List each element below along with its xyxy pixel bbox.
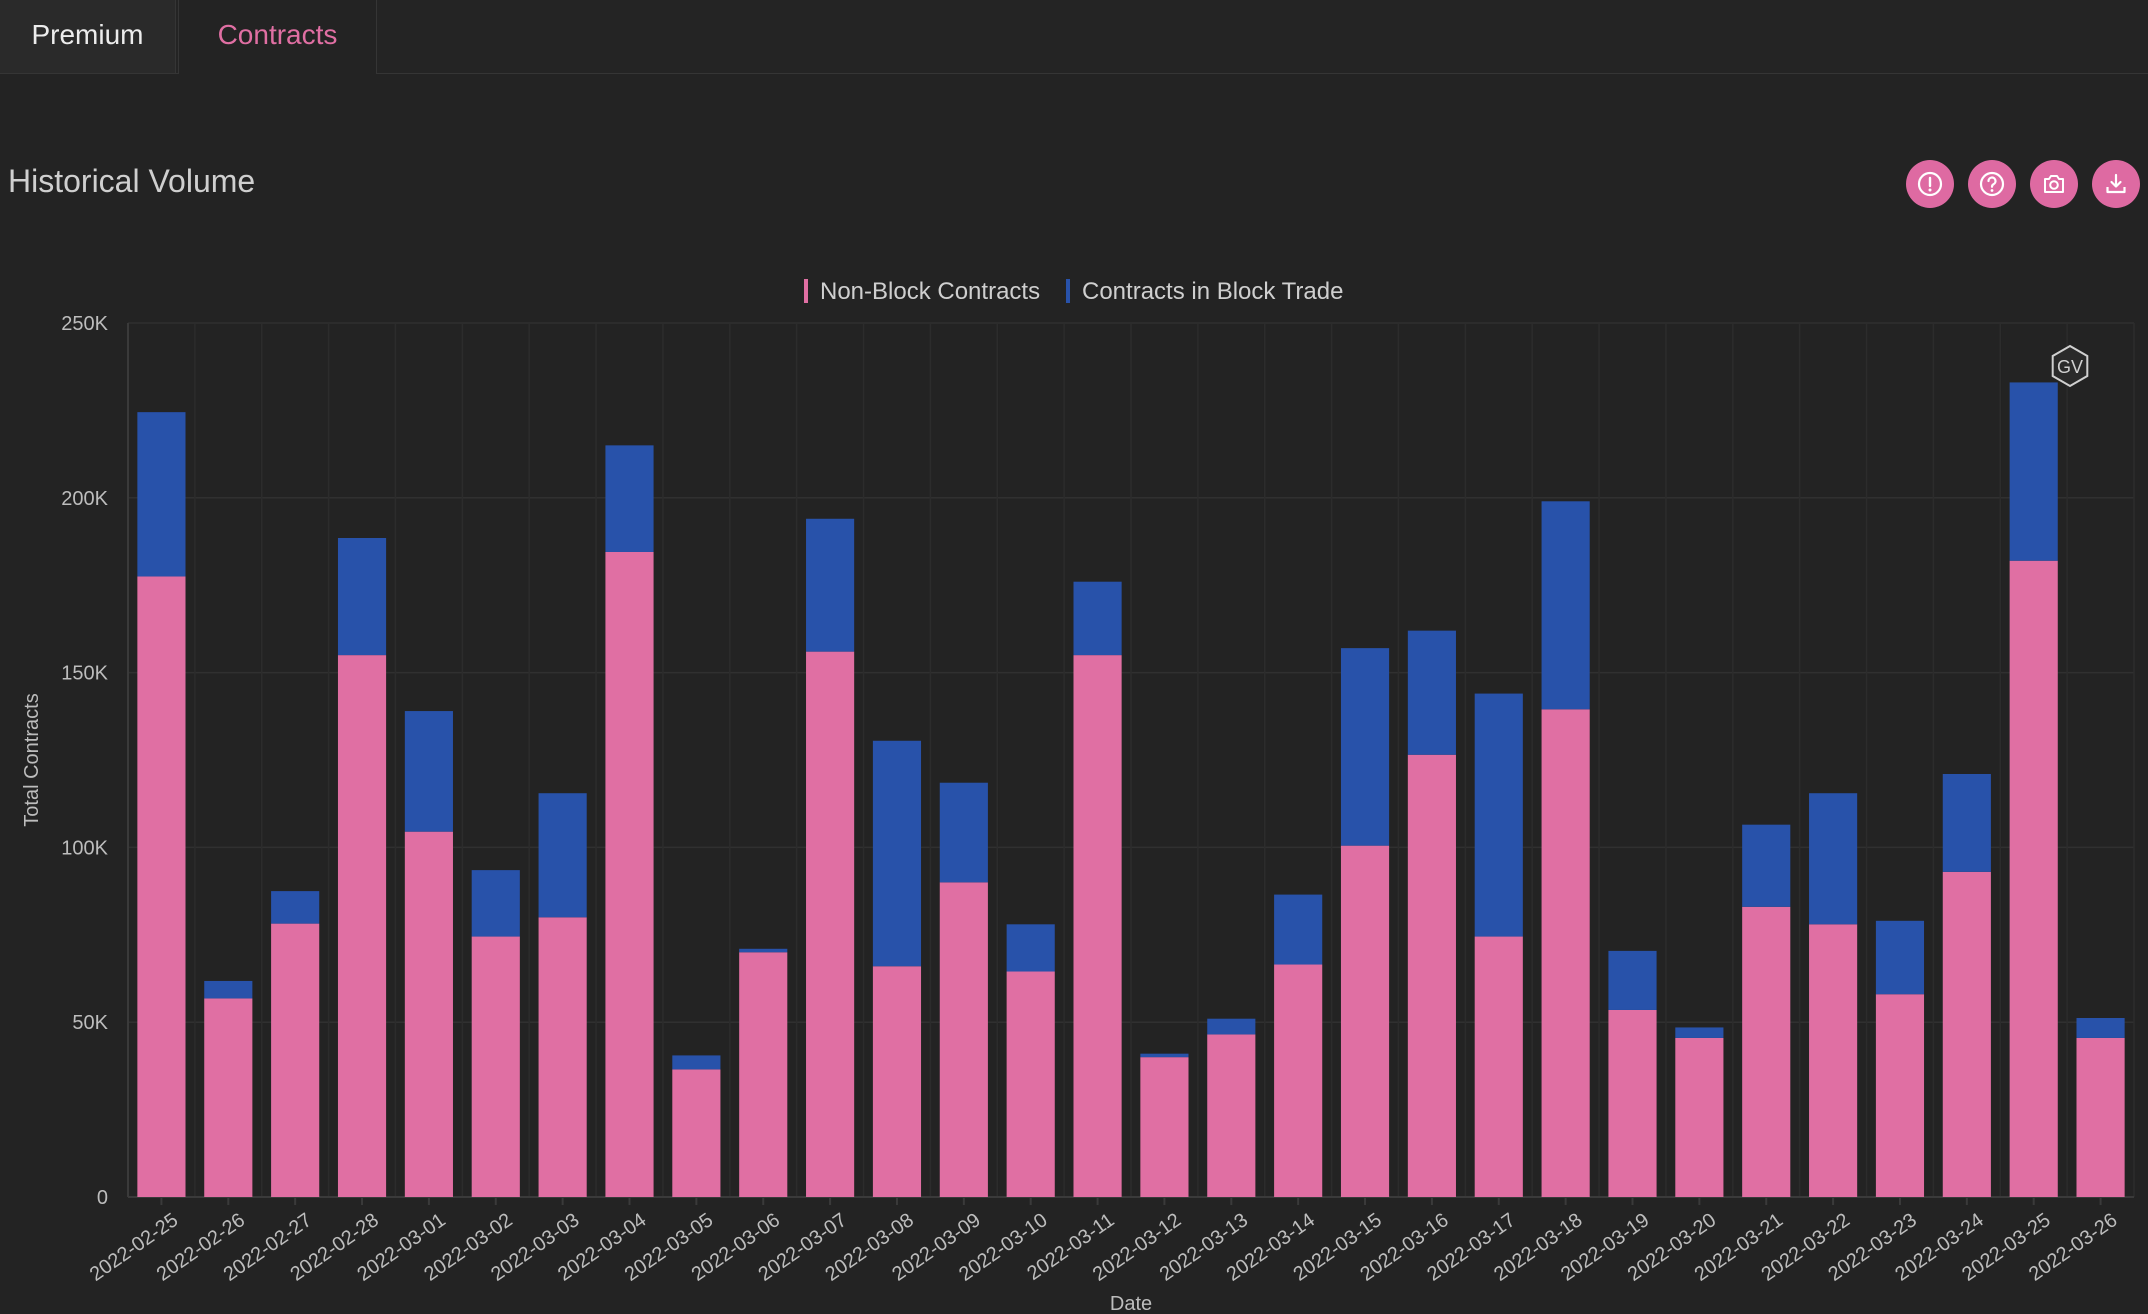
bar-block-trade	[939, 782, 988, 883]
help-button[interactable]	[1968, 160, 2016, 208]
bar-block-trade	[1875, 920, 1925, 995]
bar-non-block	[538, 917, 587, 1197]
watermark-hexagon	[2051, 344, 2089, 388]
bar-block-trade	[806, 518, 855, 652]
bar-block-trade	[1608, 950, 1657, 1010]
bar-non-block	[872, 966, 922, 1197]
chart-actions	[1906, 160, 2140, 208]
bar-non-block	[1407, 754, 1456, 1197]
bar-non-block	[1006, 971, 1055, 1197]
y-tick-label: 250K	[61, 313, 108, 335]
bar-block-trade	[1809, 793, 1858, 925]
bar-non-block	[806, 651, 855, 1197]
bar-non-block	[1073, 655, 1122, 1197]
bar-block-trade	[1675, 1027, 1724, 1038]
y-tick-label: 100K	[61, 837, 108, 859]
bar-non-block	[2009, 560, 2058, 1197]
legend-label: Non-Block Contracts	[820, 278, 1040, 305]
bar-block-trade	[538, 793, 587, 918]
bar-block-trade	[605, 445, 654, 552]
help-icon	[1979, 171, 2005, 197]
bar-block-trade	[404, 711, 453, 832]
bar-block-trade	[1541, 501, 1590, 710]
bar-block-trade	[1742, 824, 1791, 907]
info-button[interactable]	[1906, 160, 1954, 208]
bar-non-block	[939, 882, 988, 1197]
tab-premium[interactable]: Premium	[0, 0, 176, 73]
bar-non-block	[1942, 871, 1991, 1197]
bar-block-trade	[739, 948, 788, 953]
bar-block-trade	[337, 538, 387, 656]
bar-non-block	[1675, 1037, 1724, 1197]
info-icon	[1917, 171, 1943, 197]
bar-block-trade	[2009, 382, 2058, 561]
bar-block-trade	[471, 870, 520, 937]
bar-non-block	[1340, 845, 1390, 1197]
bar-non-block	[404, 831, 453, 1197]
bar-block-trade	[1207, 1018, 1256, 1035]
bar-block-trade	[1474, 693, 1523, 937]
bar-non-block	[204, 998, 253, 1197]
bar-block-trade	[204, 980, 253, 999]
y-tick-label: 0	[97, 1187, 108, 1209]
bar-non-block	[471, 936, 520, 1197]
bar-non-block	[1207, 1034, 1256, 1197]
bar-block-trade	[1340, 648, 1390, 846]
bar-non-block	[137, 576, 186, 1197]
bar-non-block	[1875, 994, 1925, 1197]
bar-non-block	[1274, 964, 1323, 1197]
legend-swatch	[1066, 279, 1070, 303]
bar-non-block	[1809, 924, 1858, 1197]
tab-bar: Premium Contracts	[0, 0, 2148, 74]
bar-block-trade	[1006, 924, 1055, 972]
y-tick-label: 50K	[72, 1012, 108, 1034]
section-title: Historical Volume	[8, 163, 256, 199]
bar-block-trade	[137, 412, 186, 577]
bar-block-trade	[271, 891, 320, 924]
screenshot-button[interactable]	[2030, 160, 2078, 208]
bar-non-block	[1742, 906, 1791, 1197]
download-icon	[2106, 173, 2126, 194]
bar-non-block	[739, 952, 788, 1197]
bar-block-trade	[672, 1055, 721, 1070]
bar-non-block	[271, 923, 320, 1197]
bar-block-trade	[1407, 630, 1456, 755]
bar-block-trade	[1274, 894, 1323, 965]
bar-non-block	[1541, 709, 1590, 1197]
bar-non-block	[1608, 1009, 1657, 1197]
camera-icon	[2044, 175, 2064, 193]
tab-contracts[interactable]: Contracts	[178, 0, 377, 74]
bar-non-block	[1140, 1057, 1189, 1197]
bar-non-block	[1474, 936, 1523, 1197]
bar-non-block	[337, 655, 387, 1197]
bar-block-trade	[2076, 1018, 2125, 1038]
bar-non-block	[2076, 1037, 2125, 1197]
bar-block-trade	[1140, 1053, 1189, 1058]
bar-block-trade	[872, 740, 922, 967]
y-tick-label: 150K	[61, 663, 108, 685]
legend-label: Contracts in Block Trade	[1082, 278, 1343, 305]
y-tick-label: 200K	[61, 488, 108, 510]
bar-non-block	[605, 551, 654, 1197]
x-axis-title: Date	[1110, 1293, 1152, 1314]
watermark-logo-text: GV	[2057, 357, 2083, 377]
legend-swatch	[804, 279, 808, 303]
bar-block-trade	[1073, 581, 1122, 656]
download-button[interactable]	[2092, 160, 2140, 208]
bar-block-trade	[1942, 773, 1991, 872]
bar-non-block	[672, 1069, 721, 1197]
y-axis-title: Total Contracts	[21, 693, 43, 826]
